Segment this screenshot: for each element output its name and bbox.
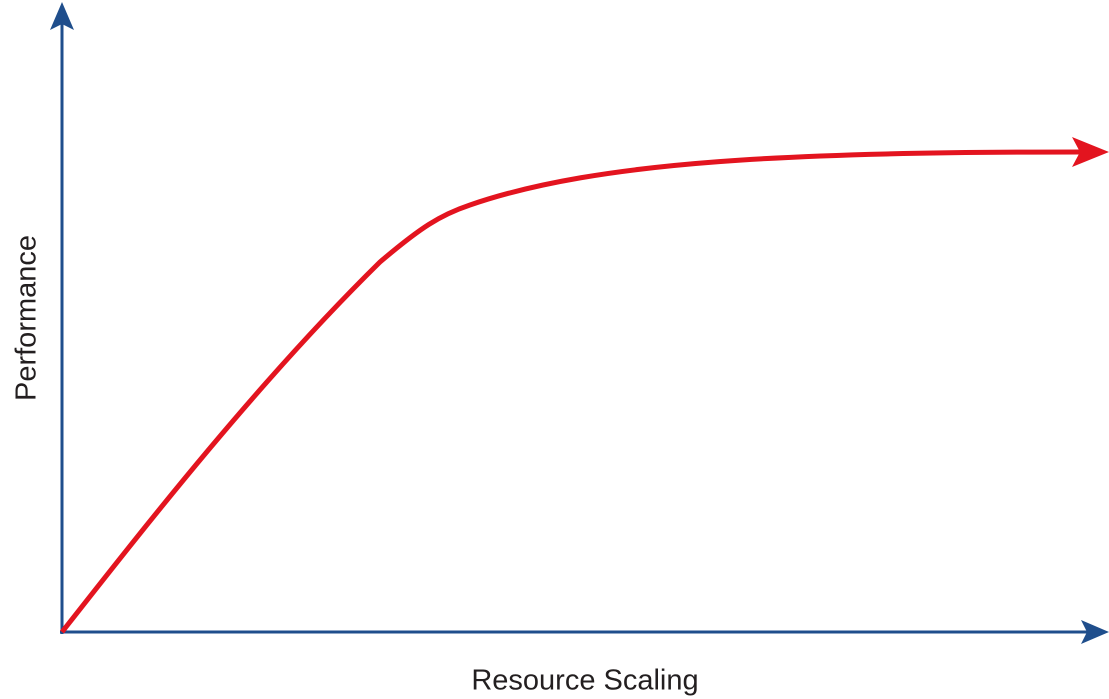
x-axis-label: Resource Scaling bbox=[471, 665, 698, 697]
y-axis-arrow bbox=[50, 2, 74, 30]
curve-arrow bbox=[1072, 137, 1109, 167]
y-axis-label: Performance bbox=[11, 235, 43, 401]
performance-curve bbox=[60, 149, 1083, 634]
x-axis-arrow bbox=[1081, 620, 1109, 644]
